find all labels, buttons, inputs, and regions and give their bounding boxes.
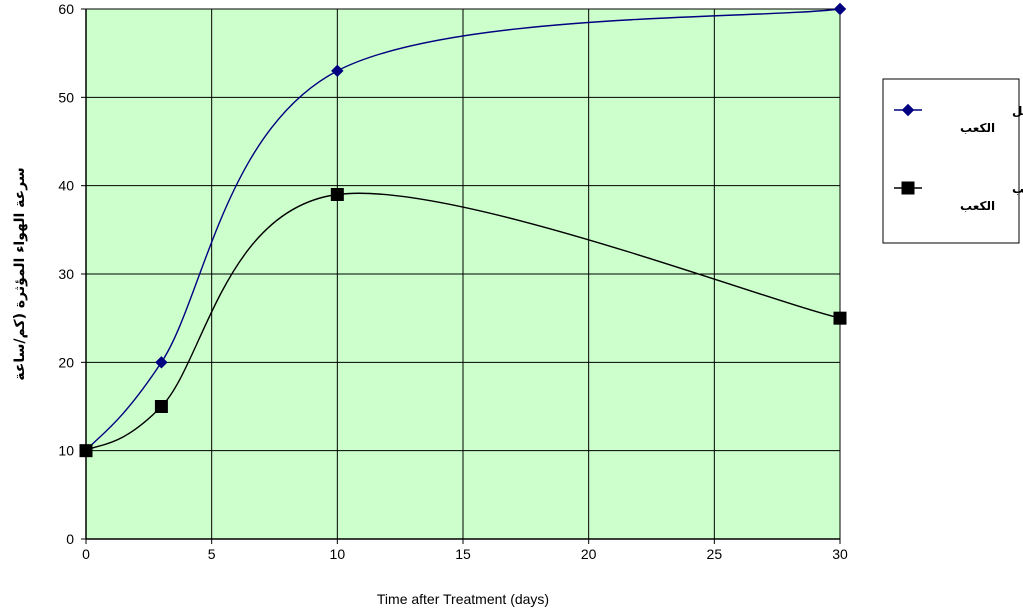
- legend-box: [883, 79, 1019, 243]
- y-tick-label: 40: [58, 178, 74, 194]
- y-tick-label: 50: [58, 89, 74, 105]
- x-tick-label: 20: [581, 546, 597, 562]
- legend-label: الحقن من أسفل: [1012, 103, 1023, 118]
- y-tick-label: 20: [58, 354, 74, 370]
- y-axis-ticks: 0 10 20 30 40 50 60: [58, 1, 86, 547]
- legend-label: الحقن من جوانب: [1012, 182, 1023, 197]
- y-tick-label: 10: [58, 443, 74, 459]
- series-2-point: [155, 401, 167, 413]
- y-tick-label: 30: [58, 266, 74, 282]
- series-2-point: [331, 189, 343, 201]
- x-tick-label: 0: [82, 546, 90, 562]
- y-tick-label: 60: [58, 1, 74, 17]
- x-axis-ticks: 0 5 10 15 20 25 30: [82, 539, 848, 562]
- legend-label-cont: الكعب: [960, 121, 995, 135]
- series-2-point: [834, 312, 846, 324]
- x-axis-title: Time after Treatment (days): [377, 591, 549, 607]
- x-tick-label: 15: [455, 546, 471, 562]
- legend-marker-2: [902, 182, 914, 194]
- legend-label-cont: الكعب: [960, 199, 995, 213]
- x-tick-label: 30: [832, 546, 848, 562]
- x-tick-label: 25: [707, 546, 723, 562]
- y-tick-label: 0: [66, 531, 74, 547]
- x-tick-label: 10: [330, 546, 346, 562]
- y-axis-title: سرعة الهواء المؤثرة (كم/ساعة: [12, 167, 28, 380]
- legend: الحقن من أسفل الكعب الحقن من جوانب الكعب: [883, 79, 1023, 243]
- x-tick-label: 5: [208, 546, 216, 562]
